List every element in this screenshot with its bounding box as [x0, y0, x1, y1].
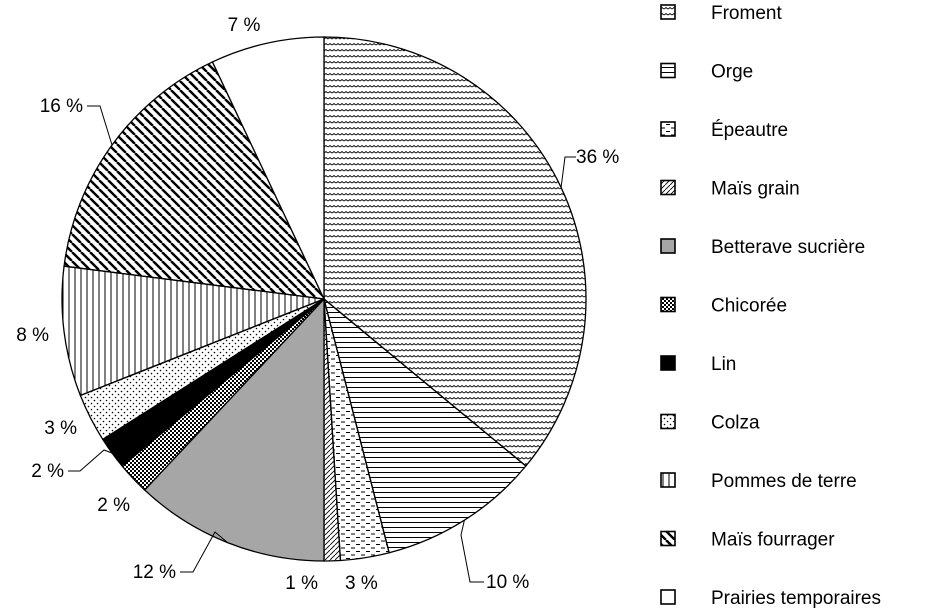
slice-label-orge: 10 % — [486, 572, 529, 593]
legend-swatch-colza — [660, 413, 676, 430]
leader-line-mais-fourrager — [87, 105, 113, 146]
slice-label-mais-fourrager: 16 % — [40, 96, 83, 117]
leader-line-orge — [460, 520, 484, 583]
slice-label-epeautre: 3 % — [345, 573, 378, 594]
legend-swatch-mais-grain — [660, 179, 676, 196]
legend-label-colza: Colza — [711, 413, 760, 434]
legend-label-lin: Lin — [711, 354, 736, 375]
legend-swatch-prairies-temporaires — [660, 589, 676, 605]
pie-slice-orge — [322, 297, 527, 554]
slice-label-prairies-temporaires: 7 % — [228, 15, 261, 36]
legend-swatch-epeautre — [660, 121, 676, 137]
leader-line-betterave-sucriere — [180, 531, 228, 573]
legend-label-mais-grain: Maïs grain — [711, 179, 800, 200]
leader-line-froment — [560, 156, 576, 188]
pie-slice-mais-fourrager — [63, 61, 326, 300]
slice-label-pommes-de-terre: 8 % — [16, 325, 49, 346]
pie-slice-prairies-temporaires — [211, 36, 325, 300]
legend-label-froment: Froment — [711, 3, 782, 24]
legend-swatch-pommes-de-terre — [660, 472, 676, 488]
legend-swatch-orge — [660, 62, 676, 79]
legend-label-orge: Orge — [711, 62, 753, 83]
slice-label-betterave-sucriere: 12 % — [133, 562, 176, 583]
slice-label-lin: 2 % — [31, 461, 64, 482]
pie-slice-froment — [323, 36, 587, 467]
legend-label-mais-fourrager: Maïs fourrager — [711, 530, 835, 551]
slice-label-chicoree: 2 % — [97, 495, 130, 516]
slice-label-mais-grain: 1 % — [285, 573, 318, 594]
legend-swatch-mais-fourrager — [660, 530, 676, 547]
legend-label-betterave-sucriere: Betterave sucrière — [711, 237, 865, 258]
legend-label-chicoree: Chicorée — [711, 296, 787, 317]
legend-swatch-betterave-sucriere — [660, 238, 676, 254]
leader-line-lin — [68, 449, 113, 472]
legend-swatch-froment — [660, 4, 676, 20]
legend-swatch-chicoree — [660, 296, 676, 313]
legend-label-pommes-de-terre: Pommes de terre — [711, 471, 857, 492]
legend-label-prairies-temporaires: Prairies temporaires — [711, 588, 881, 609]
pie-slice-pommes-de-terre — [61, 265, 325, 397]
slice-label-froment: 36 % — [576, 147, 619, 168]
legend-swatch-lin — [660, 355, 676, 371]
slice-label-colza: 3 % — [44, 418, 77, 439]
legend-label-epeautre: Épeautre — [711, 120, 788, 141]
